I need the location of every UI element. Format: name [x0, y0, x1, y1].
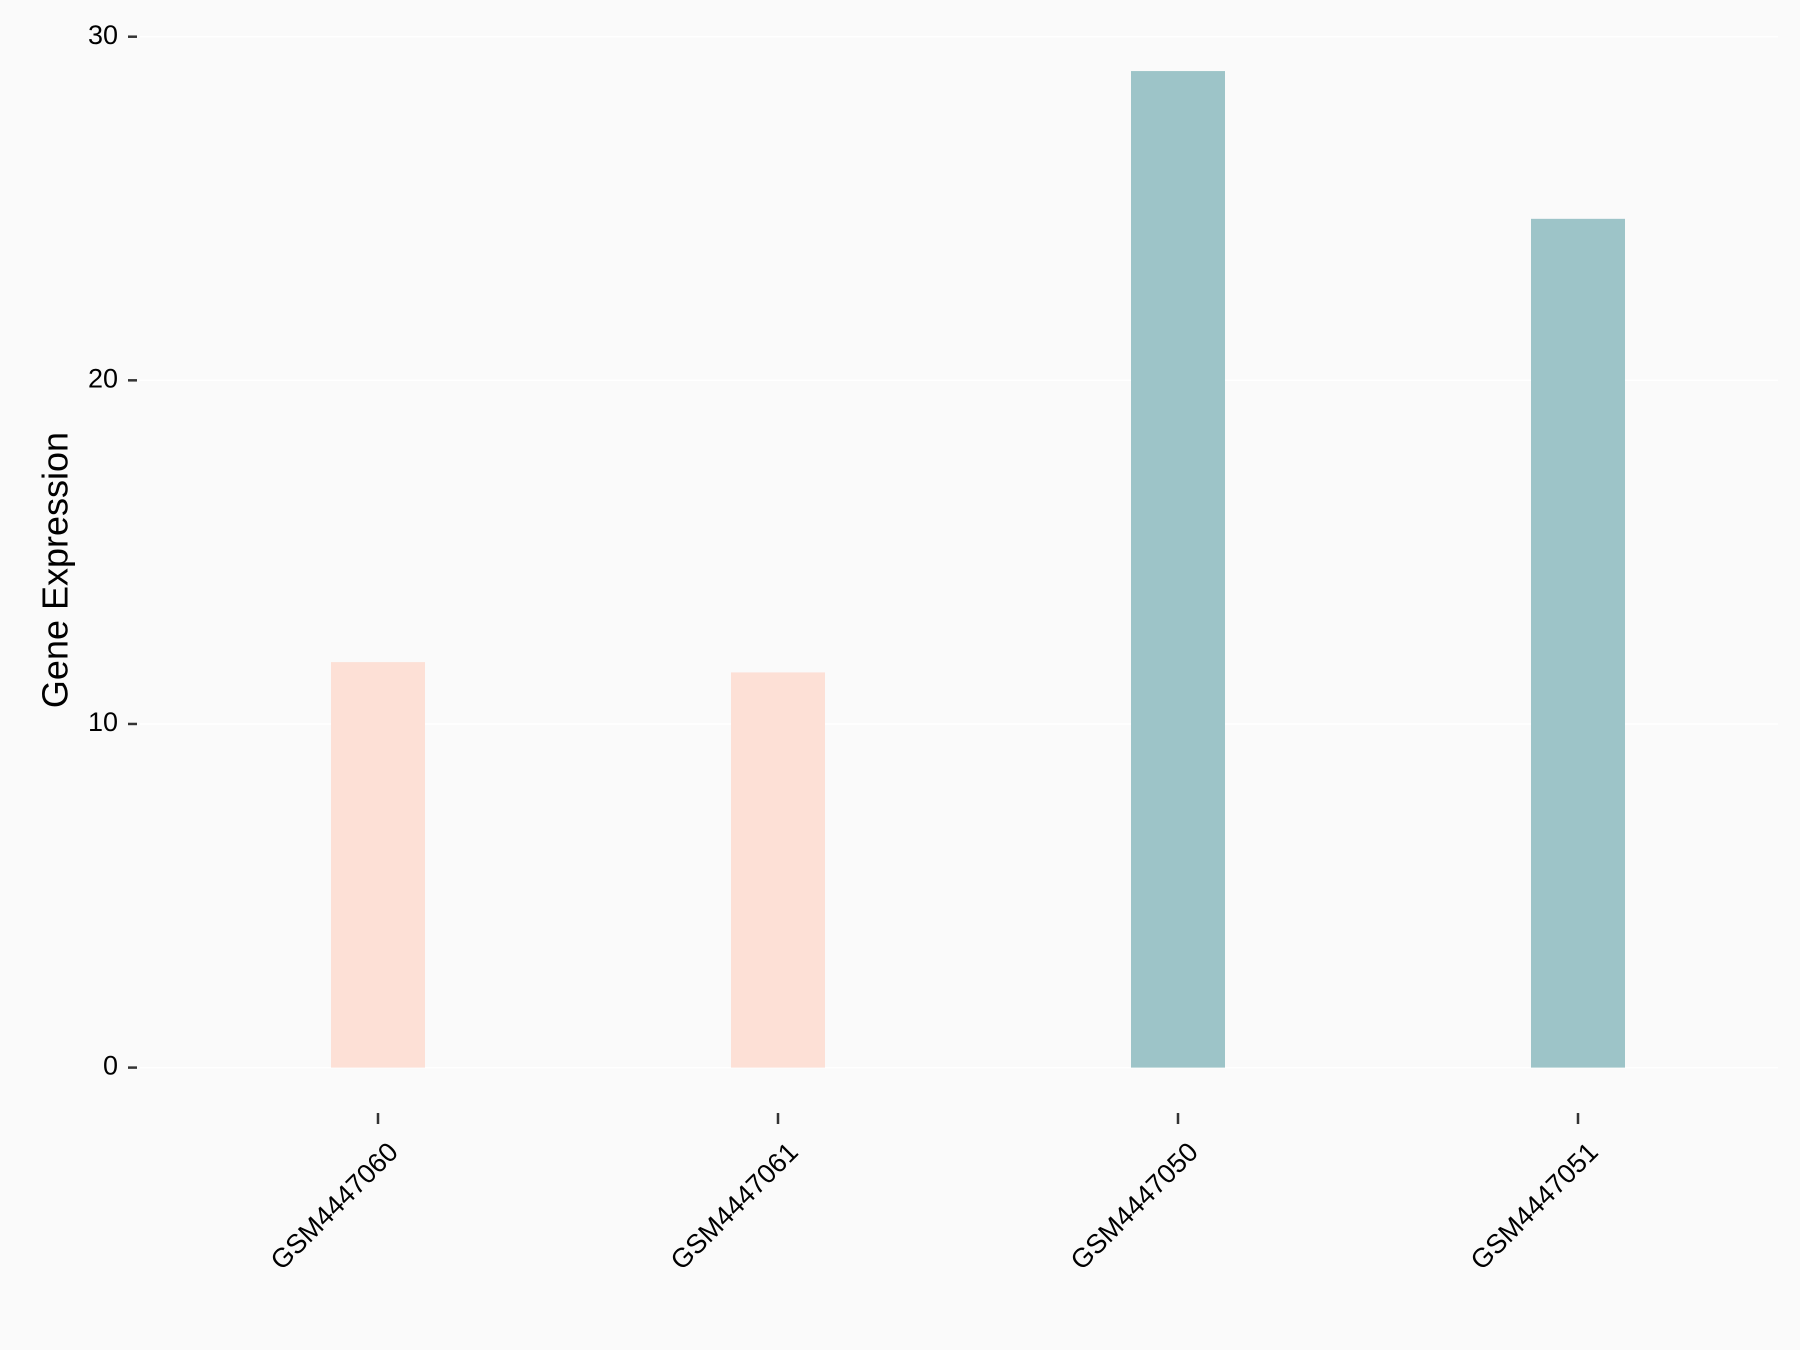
y-tick-label: 20: [88, 363, 118, 393]
bar: [331, 662, 425, 1068]
bar: [1531, 218, 1625, 1068]
y-axis-label: Gene Expression: [35, 432, 76, 708]
bar: [1131, 71, 1225, 1068]
y-tick-label: 10: [88, 707, 118, 737]
y-tick-label: 30: [88, 20, 118, 50]
y-tick-label: 0: [103, 1051, 118, 1081]
bar: [731, 672, 825, 1068]
